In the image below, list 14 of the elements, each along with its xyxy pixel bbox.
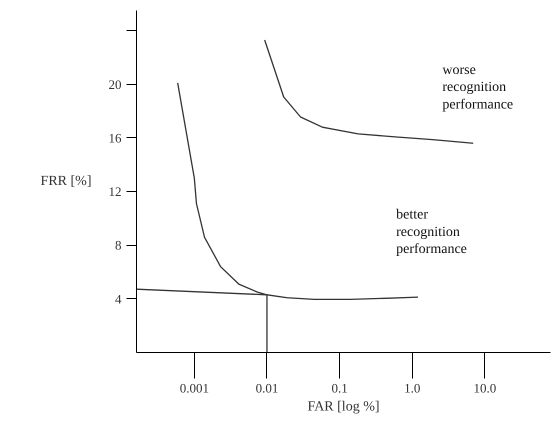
x-tick-label: 0.001 bbox=[180, 380, 209, 396]
y-tick-label: 20 bbox=[108, 76, 122, 92]
annotation: worse recognition performance bbox=[442, 62, 514, 112]
x-tick-label: 0.1 bbox=[331, 380, 348, 396]
y-tick-label: 8 bbox=[115, 238, 122, 253]
y-tick-label: 16 bbox=[108, 130, 122, 146]
annotation: better recognition performance bbox=[396, 208, 467, 258]
x-tick-label: 10.0 bbox=[474, 380, 496, 396]
x-tick-label: 1.0 bbox=[404, 380, 420, 396]
y-axis-title: FRR [%] bbox=[40, 174, 92, 189]
y-tick-label: 12 bbox=[108, 184, 122, 200]
y-tick-label: 4 bbox=[115, 291, 122, 306]
x-axis-title: FAR [log %] bbox=[307, 400, 380, 414]
x-tick-label: 0.01 bbox=[256, 380, 278, 396]
